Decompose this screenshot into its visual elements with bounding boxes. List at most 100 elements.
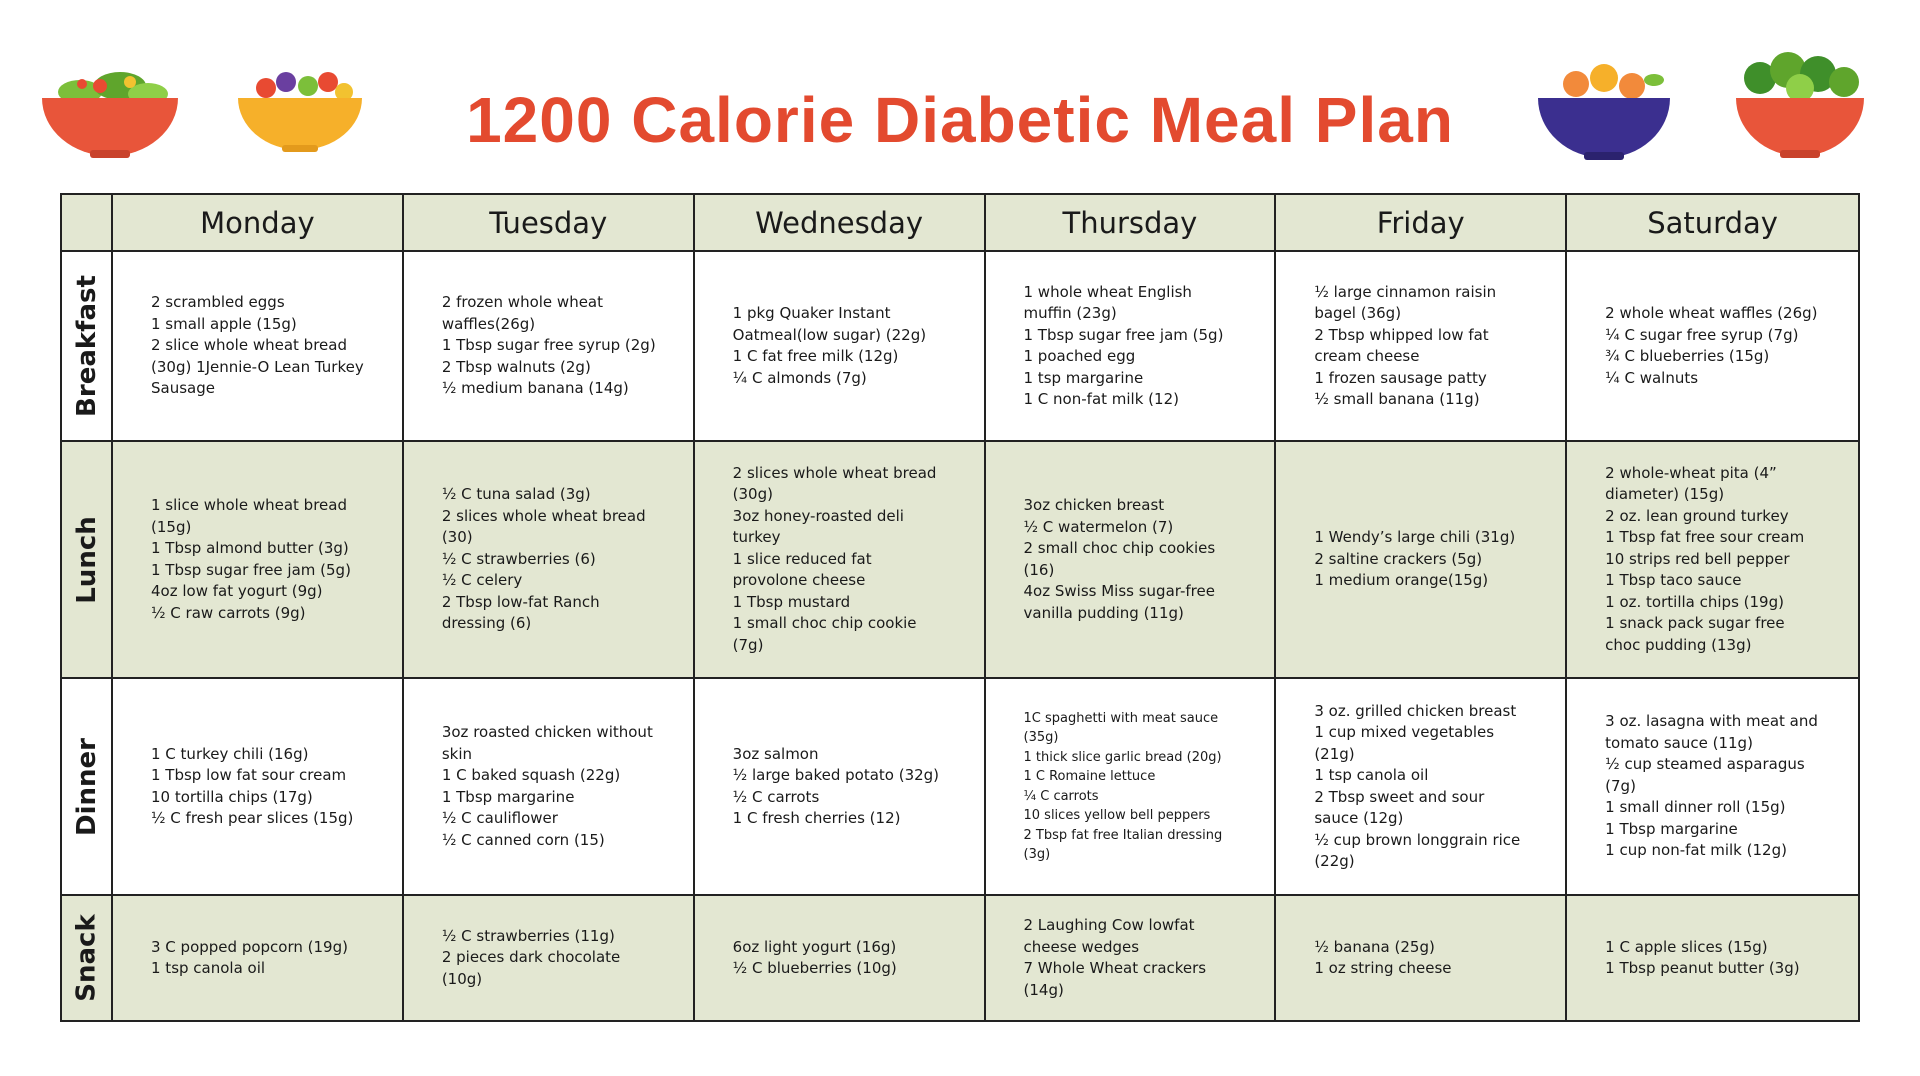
- meal-item: 7 Whole Wheat crackers (14g): [1023, 959, 1207, 999]
- meal-label: Dinner: [71, 737, 102, 836]
- meal-item: 2 slice whole wheat bread (30g) 1Jennie-…: [151, 336, 364, 398]
- meal-item: 2 Tbsp sweet and sour sauce (12g): [1314, 787, 1485, 828]
- meal-label-cell: Dinner: [62, 679, 113, 896]
- meal-item: 1 tsp margarine: [1023, 368, 1144, 387]
- meal-item: 10 strips red bell pepper: [1605, 549, 1790, 568]
- item-list: ½ C strawberries (11g) 2 pieces dark choc…: [442, 926, 657, 991]
- item-list: 1 pkg Quaker Instant Oatmeal(low sugar) …: [733, 303, 948, 389]
- day-header: Friday: [1276, 195, 1568, 252]
- meal-item: ½ cup steamed asparagus (7g): [1605, 755, 1805, 795]
- meal-item: 1 whole wheat English muffin (23g): [1023, 282, 1192, 323]
- meal-item: 2 oz. lean ground turkey: [1605, 506, 1789, 525]
- meal-item: 6oz light yogurt (16g): [732, 937, 897, 956]
- meal-cell: 3 C popped popcorn (19g) 1 tsp canola oil: [113, 896, 404, 1020]
- meal-item: 1 Tbsp fat free sour cream: [1605, 528, 1805, 547]
- meal-item: ½ C fresh pear slices (15g): [151, 809, 354, 827]
- meal-item: 1 Tbsp sugar free jam (5g): [151, 560, 351, 579]
- item-list: ½ banana (25g) 1 oz string cheese: [1314, 937, 1451, 980]
- meal-item: ½ C carrots: [732, 787, 820, 806]
- meal-cell: 3oz roasted chicken without skin 1 C bake…: [403, 679, 695, 896]
- day-header: Tuesday: [403, 195, 695, 252]
- meal-item: 1 Wendy’s large chili (31g): [1314, 528, 1516, 547]
- item-list: 1 C turkey chili (16g) 1 Tbsp low fat sou…: [151, 744, 353, 830]
- meal-item: 1 cup non-fat milk (12g): [1605, 841, 1787, 860]
- item-list: 3 oz. grilled chicken breast 1 cup mixed …: [1314, 701, 1529, 873]
- meal-cell: ½ banana (25g) 1 oz string cheese: [1276, 896, 1568, 1020]
- meal-item: 1 C baked squash (22g): [441, 766, 621, 784]
- meal-item: ½ medium banana (14g): [441, 379, 629, 398]
- meal-item: ½ C cauliflower: [441, 809, 558, 827]
- meal-cell: ½ C strawberries (11g) 2 pieces dark choc…: [403, 896, 695, 1020]
- meal-item: 10 slices yellow bell peppers: [1023, 808, 1211, 823]
- meal-item: 1 slice reduced fat provolone cheese: [732, 549, 872, 590]
- meal-item: 4oz Swiss Miss sugar-free vanilla puddin…: [1023, 582, 1215, 622]
- meal-cell: 2 whole-wheat pita (4” diameter) (15g) 2 …: [1567, 442, 1858, 679]
- meal-item: ½ large cinnamon raisin bagel (36g): [1314, 282, 1497, 323]
- meal-item: 2 Tbsp low-fat Ranch dressing (6): [441, 592, 600, 633]
- decoration: [42, 52, 1864, 160]
- meal-item: ½ cup brown longgrain rice (22g): [1314, 830, 1521, 871]
- meal-cell: 2 whole wheat waffles (26g) ¼ C sugar fre…: [1567, 252, 1858, 442]
- meal-item: 1 Tbsp mustard: [732, 592, 851, 611]
- meal-item: 1 slice whole wheat bread (15g): [151, 496, 347, 536]
- meal-item: ½ C watermelon (7): [1023, 517, 1174, 536]
- meal-cell: 2 slices whole wheat bread (30g) 3oz hone…: [694, 442, 986, 679]
- item-list: 6oz light yogurt (16g) ½ C blueberries (1…: [733, 937, 897, 980]
- item-list: 2 frozen whole wheat waffles(26g) 1 Tbsp …: [442, 292, 657, 400]
- salad-bowl: [42, 72, 178, 158]
- meal-label: Lunch: [71, 515, 102, 604]
- meal-item: ½ small banana (11g): [1314, 390, 1480, 408]
- meal-cell: 1 C turkey chili (16g) 1 Tbsp low fat sou…: [113, 679, 404, 896]
- meal-item: 1 small dinner roll (15g): [1605, 798, 1786, 817]
- meal-item: ¼ C carrots: [1023, 788, 1099, 804]
- meal-cell: 2 frozen whole wheat waffles(26g) 1 Tbsp …: [403, 252, 695, 442]
- meal-item: 1 C apple slices (15g): [1605, 937, 1768, 956]
- meal-item: 1 Tbsp taco sauce: [1605, 571, 1742, 590]
- meal-item: 1 cup mixed vegetables (21g): [1314, 723, 1495, 763]
- item-list: 2 scrambled eggs 1 small apple (15g) 2 sli…: [151, 292, 366, 400]
- meal-item: 2 Laughing Cow lowfat cheese wedges: [1023, 916, 1195, 956]
- citrus-bowl: [1538, 64, 1670, 160]
- meal-item: 1 C turkey chili (16g): [151, 744, 309, 763]
- meal-item: 1 thick slice garlic bread (20g): [1023, 749, 1222, 765]
- meal-cell: ½ large cinnamon raisin bagel (36g) 2 Tbs…: [1276, 252, 1568, 442]
- item-list: 1C spaghetti with meat sauce (35g) 1 thic…: [1024, 709, 1239, 865]
- meal-item: 4oz low fat yogurt (9g): [151, 582, 323, 600]
- meal-cell: 2 Laughing Cow lowfat cheese wedges 7 Who…: [985, 896, 1277, 1020]
- meal-item: ½ C blueberries (10g): [732, 959, 897, 977]
- meal-item: 1 C fat free milk (12g): [732, 347, 899, 365]
- meal-item: 3oz salmon: [732, 744, 819, 763]
- meal-item: 1 C fresh cherries (12): [732, 809, 901, 827]
- greens-bowl: [1736, 52, 1864, 158]
- title: 1200 Calorie Diabetic Meal Plan: [466, 84, 1454, 156]
- meal-item: 1 Tbsp peanut butter (3g): [1605, 959, 1800, 977]
- item-list: 3oz roasted chicken without skin 1 C bake…: [442, 722, 657, 851]
- meal-cell: 1 whole wheat English muffin (23g) 1 Tbsp…: [985, 252, 1277, 442]
- meal-item: ¾ C blueberries (15g): [1605, 347, 1770, 365]
- meal-item: 2 scrambled eggs: [151, 293, 285, 312]
- meal-item: 2 Tbsp walnuts (2g): [441, 357, 591, 376]
- meal-label-cell: Breakfast: [62, 252, 113, 442]
- item-list: 2 slices whole wheat bread (30g) 3oz hone…: [733, 463, 948, 657]
- item-list: 2 whole-wheat pita (4” diameter) (15g) 2 …: [1605, 463, 1820, 657]
- meal-item: 2 frozen whole wheat waffles(26g): [441, 293, 604, 333]
- meal-item: 1 C Romaine lettuce: [1023, 769, 1156, 784]
- meal-cell: 1 C apple slices (15g) 1 Tbsp peanut butt…: [1567, 896, 1858, 1020]
- meal-item: 1 C non-fat milk (12): [1023, 390, 1179, 408]
- meal-label: Breakfast: [71, 275, 102, 417]
- meal-item: 1 pkg Quaker Instant Oatmeal(low sugar) …: [732, 304, 927, 344]
- meal-item: 1 oz string cheese: [1314, 959, 1452, 977]
- corner-cell: [62, 195, 113, 252]
- item-list: ½ C tuna salad (3g) 2 slices whole wheat …: [442, 484, 657, 635]
- meal-item: 2 pieces dark chocolate (10g): [441, 948, 621, 988]
- meal-item: ½ C strawberries (6): [441, 549, 596, 568]
- day-header: Saturday: [1567, 195, 1858, 252]
- meal-item: ½ C celery: [441, 571, 523, 590]
- meal-item: 1 frozen sausage patty: [1314, 368, 1487, 387]
- item-list: 1 Wendy’s large chili (31g) 2 saltine cra…: [1314, 527, 1515, 592]
- meal-item: 3oz honey-roasted deli turkey: [732, 506, 904, 547]
- meal-item: ½ banana (25g): [1314, 937, 1435, 956]
- meal-item: ½ C tuna salad (3g): [441, 485, 591, 504]
